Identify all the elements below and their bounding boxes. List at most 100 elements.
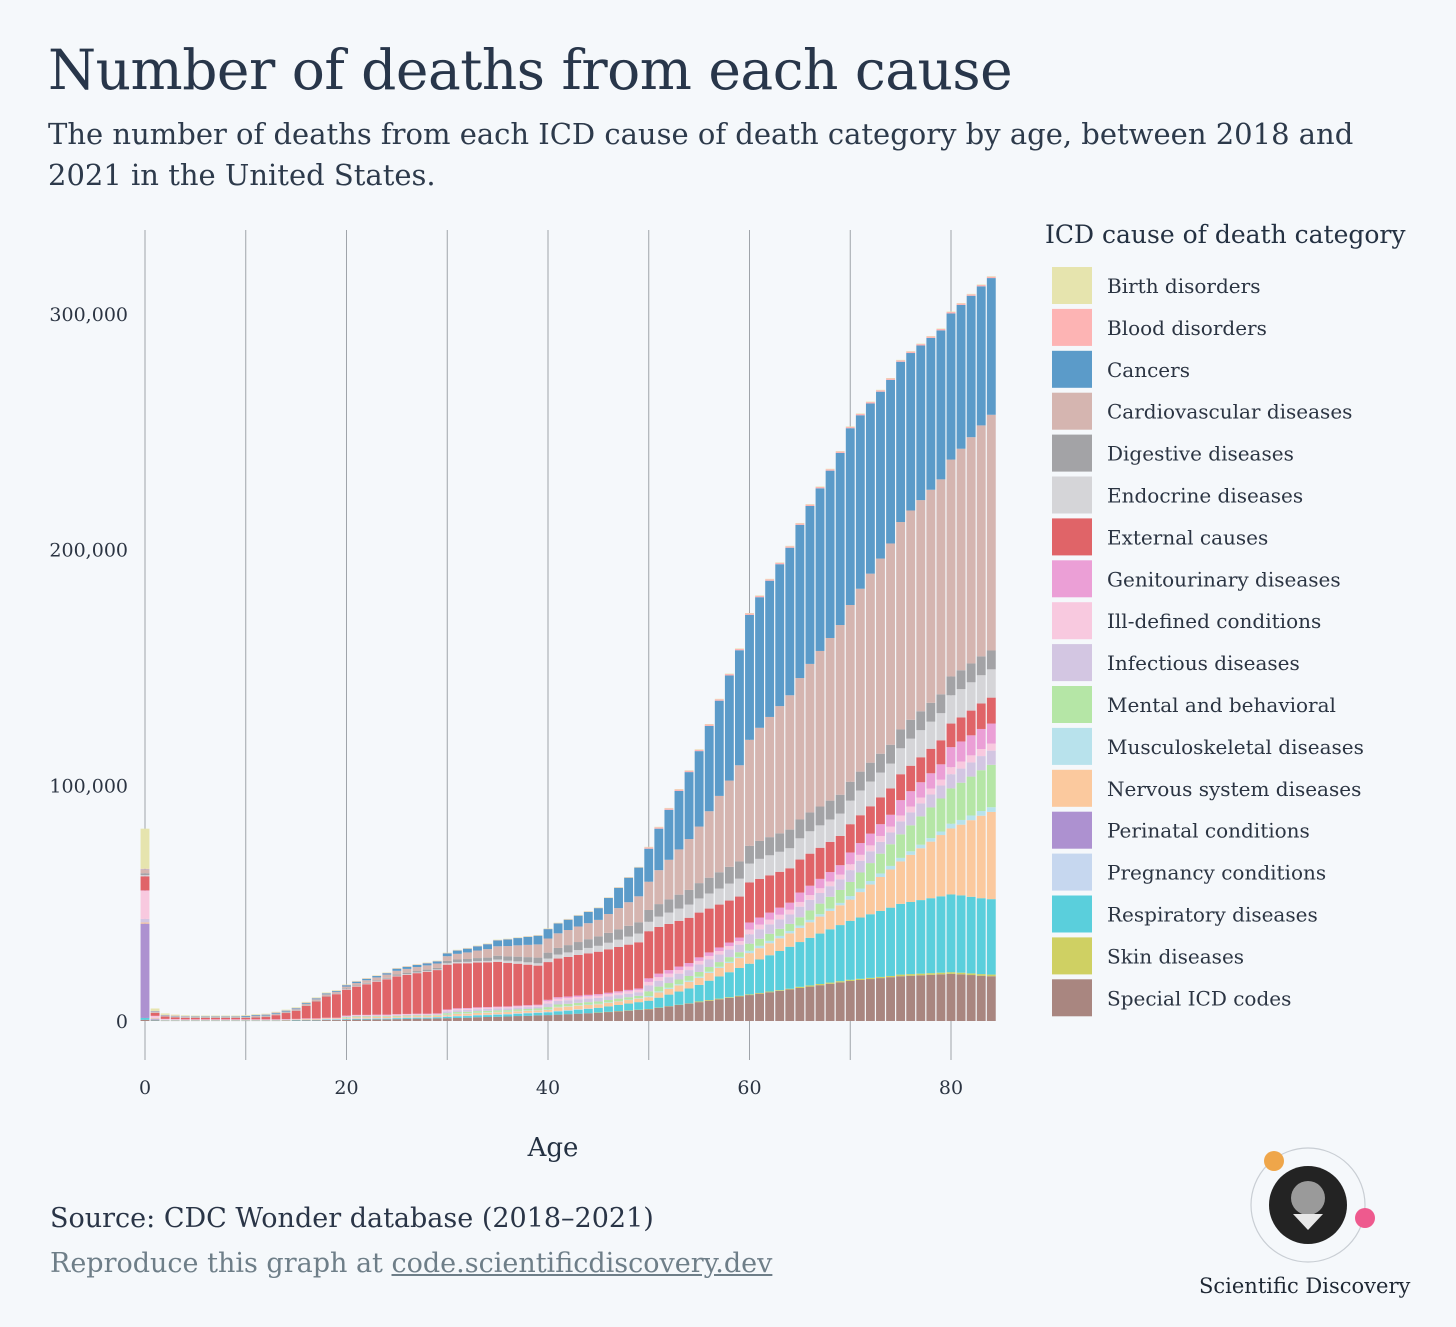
bar-segment — [362, 983, 372, 985]
bar-segment — [422, 1017, 432, 1019]
bar-segment — [140, 873, 150, 876]
bar-segment — [493, 1007, 503, 1009]
bar-segment — [755, 727, 765, 841]
bar-age-12 — [261, 1013, 271, 1022]
bar-segment — [986, 723, 996, 744]
bar-segment — [825, 908, 835, 911]
bar-segment — [442, 964, 452, 1010]
bar-segment — [462, 961, 472, 964]
bar-age-55 — [694, 749, 704, 1021]
bar-segment — [271, 1012, 281, 1014]
bar-segment — [775, 990, 785, 991]
legend-swatch — [1052, 434, 1092, 472]
bar-segment — [644, 909, 654, 922]
bar-segment — [896, 857, 906, 862]
bar-segment — [634, 942, 644, 989]
bar-segment — [362, 1015, 372, 1016]
legend-item: Ill-defined conditions — [1052, 602, 1321, 640]
bar-segment — [231, 1017, 241, 1020]
bar-segment — [140, 875, 150, 877]
bar-segment — [301, 1002, 311, 1004]
bar-segment — [765, 579, 775, 581]
bar-segment — [906, 791, 916, 807]
bar-segment — [483, 1012, 492, 1015]
bar-segment — [261, 1014, 271, 1016]
bar-segment — [936, 972, 946, 975]
bar-segment — [422, 963, 432, 966]
bar-segment — [936, 785, 946, 799]
bar-segment — [734, 956, 744, 959]
bar-age-67 — [815, 486, 825, 1021]
bar-segment — [493, 1010, 503, 1012]
bar-segment — [755, 929, 765, 939]
bar-segment — [795, 819, 805, 839]
bar-segment — [624, 997, 634, 1000]
bar-segment — [291, 1010, 301, 1019]
bar-segment — [785, 902, 795, 910]
bar-segment — [362, 1017, 372, 1019]
bar-segment — [573, 996, 583, 1000]
bar-segment — [342, 989, 351, 1016]
bar-segment — [765, 580, 775, 717]
bar-segment — [684, 772, 694, 840]
bar-segment — [755, 840, 765, 859]
bar-segment — [845, 428, 855, 605]
bar-segment — [805, 899, 815, 911]
bar-segment — [452, 962, 462, 964]
bar-segment — [886, 788, 895, 815]
bar-segment — [876, 873, 885, 877]
bar-segment — [916, 975, 926, 1021]
bar-segment — [946, 823, 956, 829]
legend-label: Ill-defined conditions — [1107, 609, 1321, 633]
bar-segment — [825, 983, 835, 1021]
bar-segment — [624, 936, 634, 945]
bar-segment — [916, 782, 926, 798]
bar-segment — [946, 695, 956, 724]
bar-segment — [724, 946, 734, 950]
bar-segment — [573, 999, 583, 1003]
bar-segment — [543, 958, 553, 963]
bar-segment — [946, 828, 956, 895]
bar-segment — [906, 851, 916, 855]
bar-segment — [835, 625, 845, 795]
reproduce-link[interactable]: code.scientificdiscovery.dev — [391, 1248, 773, 1279]
bar-segment — [543, 938, 553, 953]
bar-segment — [886, 975, 895, 978]
bar-segment — [825, 881, 835, 887]
bar-segment — [765, 716, 775, 838]
legend-label: Cancers — [1107, 358, 1190, 382]
bar-segment — [926, 794, 936, 808]
bar-segment — [775, 935, 785, 939]
bar-segment — [583, 1008, 593, 1014]
bar-segment — [432, 1018, 442, 1021]
bar-segment — [442, 1011, 452, 1014]
bar-age-4 — [180, 1015, 190, 1022]
bar-segment — [372, 1019, 382, 1021]
bar-age-25 — [392, 967, 402, 1021]
bar-segment — [382, 1018, 392, 1020]
bar-segment — [956, 670, 966, 690]
bar-segment — [624, 1003, 634, 1011]
bar-segment — [503, 1007, 513, 1009]
bar-segment — [845, 864, 855, 871]
bar-age-19 — [331, 990, 341, 1021]
bar-segment — [442, 1016, 452, 1019]
bar-segment — [311, 1020, 321, 1021]
bar-segment — [896, 800, 906, 816]
bar-segment — [573, 1009, 583, 1014]
bar-segment — [150, 1012, 160, 1016]
bar-segment — [271, 1011, 281, 1013]
bar-segment — [483, 949, 492, 958]
legend-swatch — [1052, 686, 1092, 723]
bar-segment — [311, 997, 321, 999]
bar-age-23 — [372, 975, 382, 1021]
bar-segment — [392, 968, 402, 971]
bar-segment — [634, 867, 644, 897]
bar-segment — [724, 972, 734, 998]
bar-segment — [362, 984, 372, 1015]
bar-segment — [886, 832, 895, 845]
bar-segment — [432, 963, 442, 968]
bar-segment — [785, 829, 795, 849]
bar-age-14 — [281, 1009, 291, 1021]
bar-age-56 — [704, 724, 714, 1021]
